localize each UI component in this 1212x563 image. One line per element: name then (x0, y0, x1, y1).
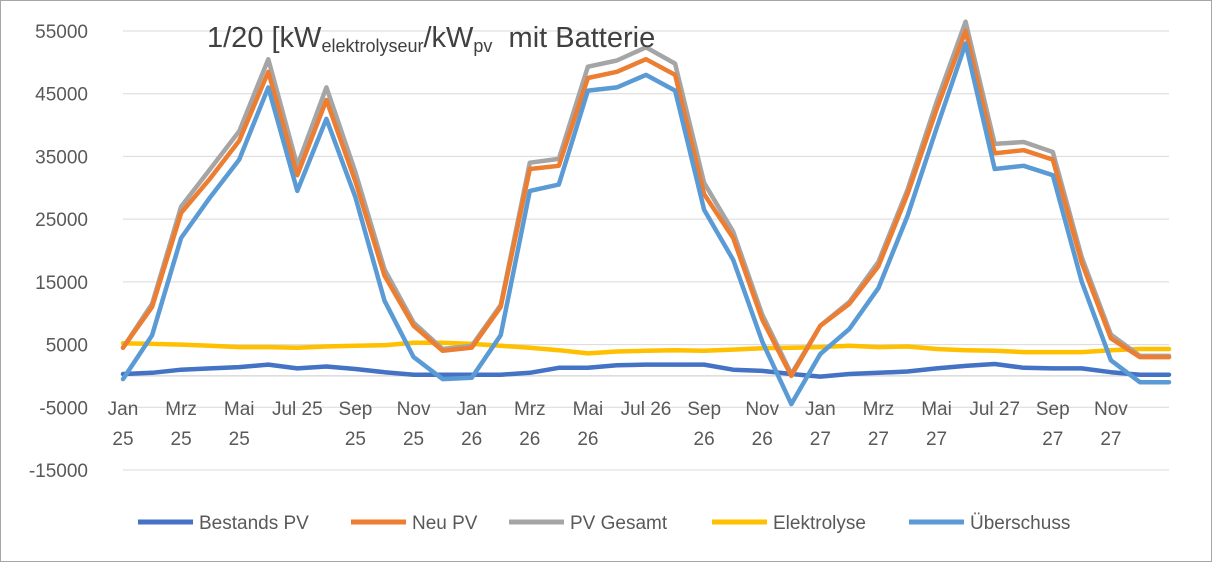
x-tick-label: Sep (339, 399, 373, 420)
y-axis-tick-labels: 55000 45000 35000 25000 15000 5000 -5000 -15000 (29, 22, 88, 482)
series-lines (120, 19, 1172, 407)
series-line-überschuss (120, 41, 1172, 407)
legend-label: PV Gesamt (570, 513, 668, 534)
y-tick-label: 35000 (35, 147, 88, 168)
x-tick-label-line2: 26 (461, 429, 482, 450)
series-line-elektrolyse (120, 340, 1172, 356)
x-tick-label-line2: 26 (577, 429, 598, 450)
x-tick-label-line2: 25 (229, 429, 250, 450)
x-tick-label: Nov (745, 399, 779, 420)
legend-label: Neu PV (412, 513, 478, 534)
x-tick-label: Mrz (863, 399, 895, 420)
x-tick-label-line2: 27 (810, 429, 831, 450)
x-tick-label-line2: 25 (345, 429, 366, 450)
x-tick-label-line2: 25 (112, 429, 133, 450)
x-tick-label: Nov (397, 399, 431, 420)
y-tick-label: -15000 (29, 461, 88, 482)
x-tick-label: Mrz (165, 399, 197, 420)
x-tick-label-line2: 26 (694, 429, 715, 450)
x-tick-label-line2: 25 (403, 429, 424, 450)
legend-label: Bestands PV (199, 513, 309, 534)
x-tick-label: Jan (108, 399, 139, 420)
y-tick-label: 25000 (35, 210, 88, 231)
x-tick-label-line2: 25 (171, 429, 192, 450)
x-tick-label-line2: 27 (926, 429, 947, 450)
y-tick-label: 5000 (46, 336, 88, 357)
x-tick-label: Jan (456, 399, 487, 420)
x-axis-tick-labels: Jan 25 Mrz 25 Mai 25 Jul 25 Sep 25 Nov 25 Jan 26 Mrz 2… (108, 399, 1129, 450)
x-tick-label-line2: 27 (1042, 429, 1063, 450)
legend: Bestands PV Neu PV PV Gesamt Elektrolyse Übe… (138, 513, 1070, 534)
gridlines (123, 30, 1169, 471)
series-line-neu-pv (120, 28, 1172, 379)
x-tick-label: Mai (573, 399, 604, 420)
y-tick-label: -5000 (39, 398, 88, 419)
x-tick-label: Nov (1094, 399, 1128, 420)
y-tick-label: 45000 (35, 85, 88, 106)
chart-title-prefix: 1/20 [kW (207, 22, 322, 54)
chart-title-suffix: mit Batterie (492, 22, 655, 54)
x-tick-label: Jul 27 (969, 399, 1020, 420)
x-tick-label: Sep (1036, 399, 1070, 420)
x-tick-label-line2: 27 (1100, 429, 1121, 450)
x-tick-label: Jul 26 (621, 399, 672, 420)
x-tick-label: Mrz (514, 399, 546, 420)
x-tick-label: Sep (687, 399, 721, 420)
x-tick-label-line2: 26 (752, 429, 773, 450)
x-tick-label: Mai (921, 399, 952, 420)
chart-title: 1/20 [kWelektrolyseur/kWpv mit Batterie (207, 22, 655, 56)
legend-label: Überschuss (970, 513, 1070, 534)
x-tick-label-line2: 27 (868, 429, 889, 450)
chart-title-subscript-1: elektrolyseur (321, 36, 423, 56)
chart-title-middle: /kW (423, 22, 474, 54)
chart-title-subscript-2: pv (473, 36, 492, 56)
x-tick-label: Jan (805, 399, 836, 420)
y-tick-label: 55000 (35, 22, 88, 43)
x-tick-label: Mai (224, 399, 255, 420)
legend-label: Elektrolyse (773, 513, 866, 534)
series-line-bestands-pv (120, 361, 1172, 379)
x-tick-label-line2: 26 (519, 429, 540, 450)
x-tick-label: Jul 25 (272, 399, 323, 420)
y-tick-label: 15000 (35, 273, 88, 294)
